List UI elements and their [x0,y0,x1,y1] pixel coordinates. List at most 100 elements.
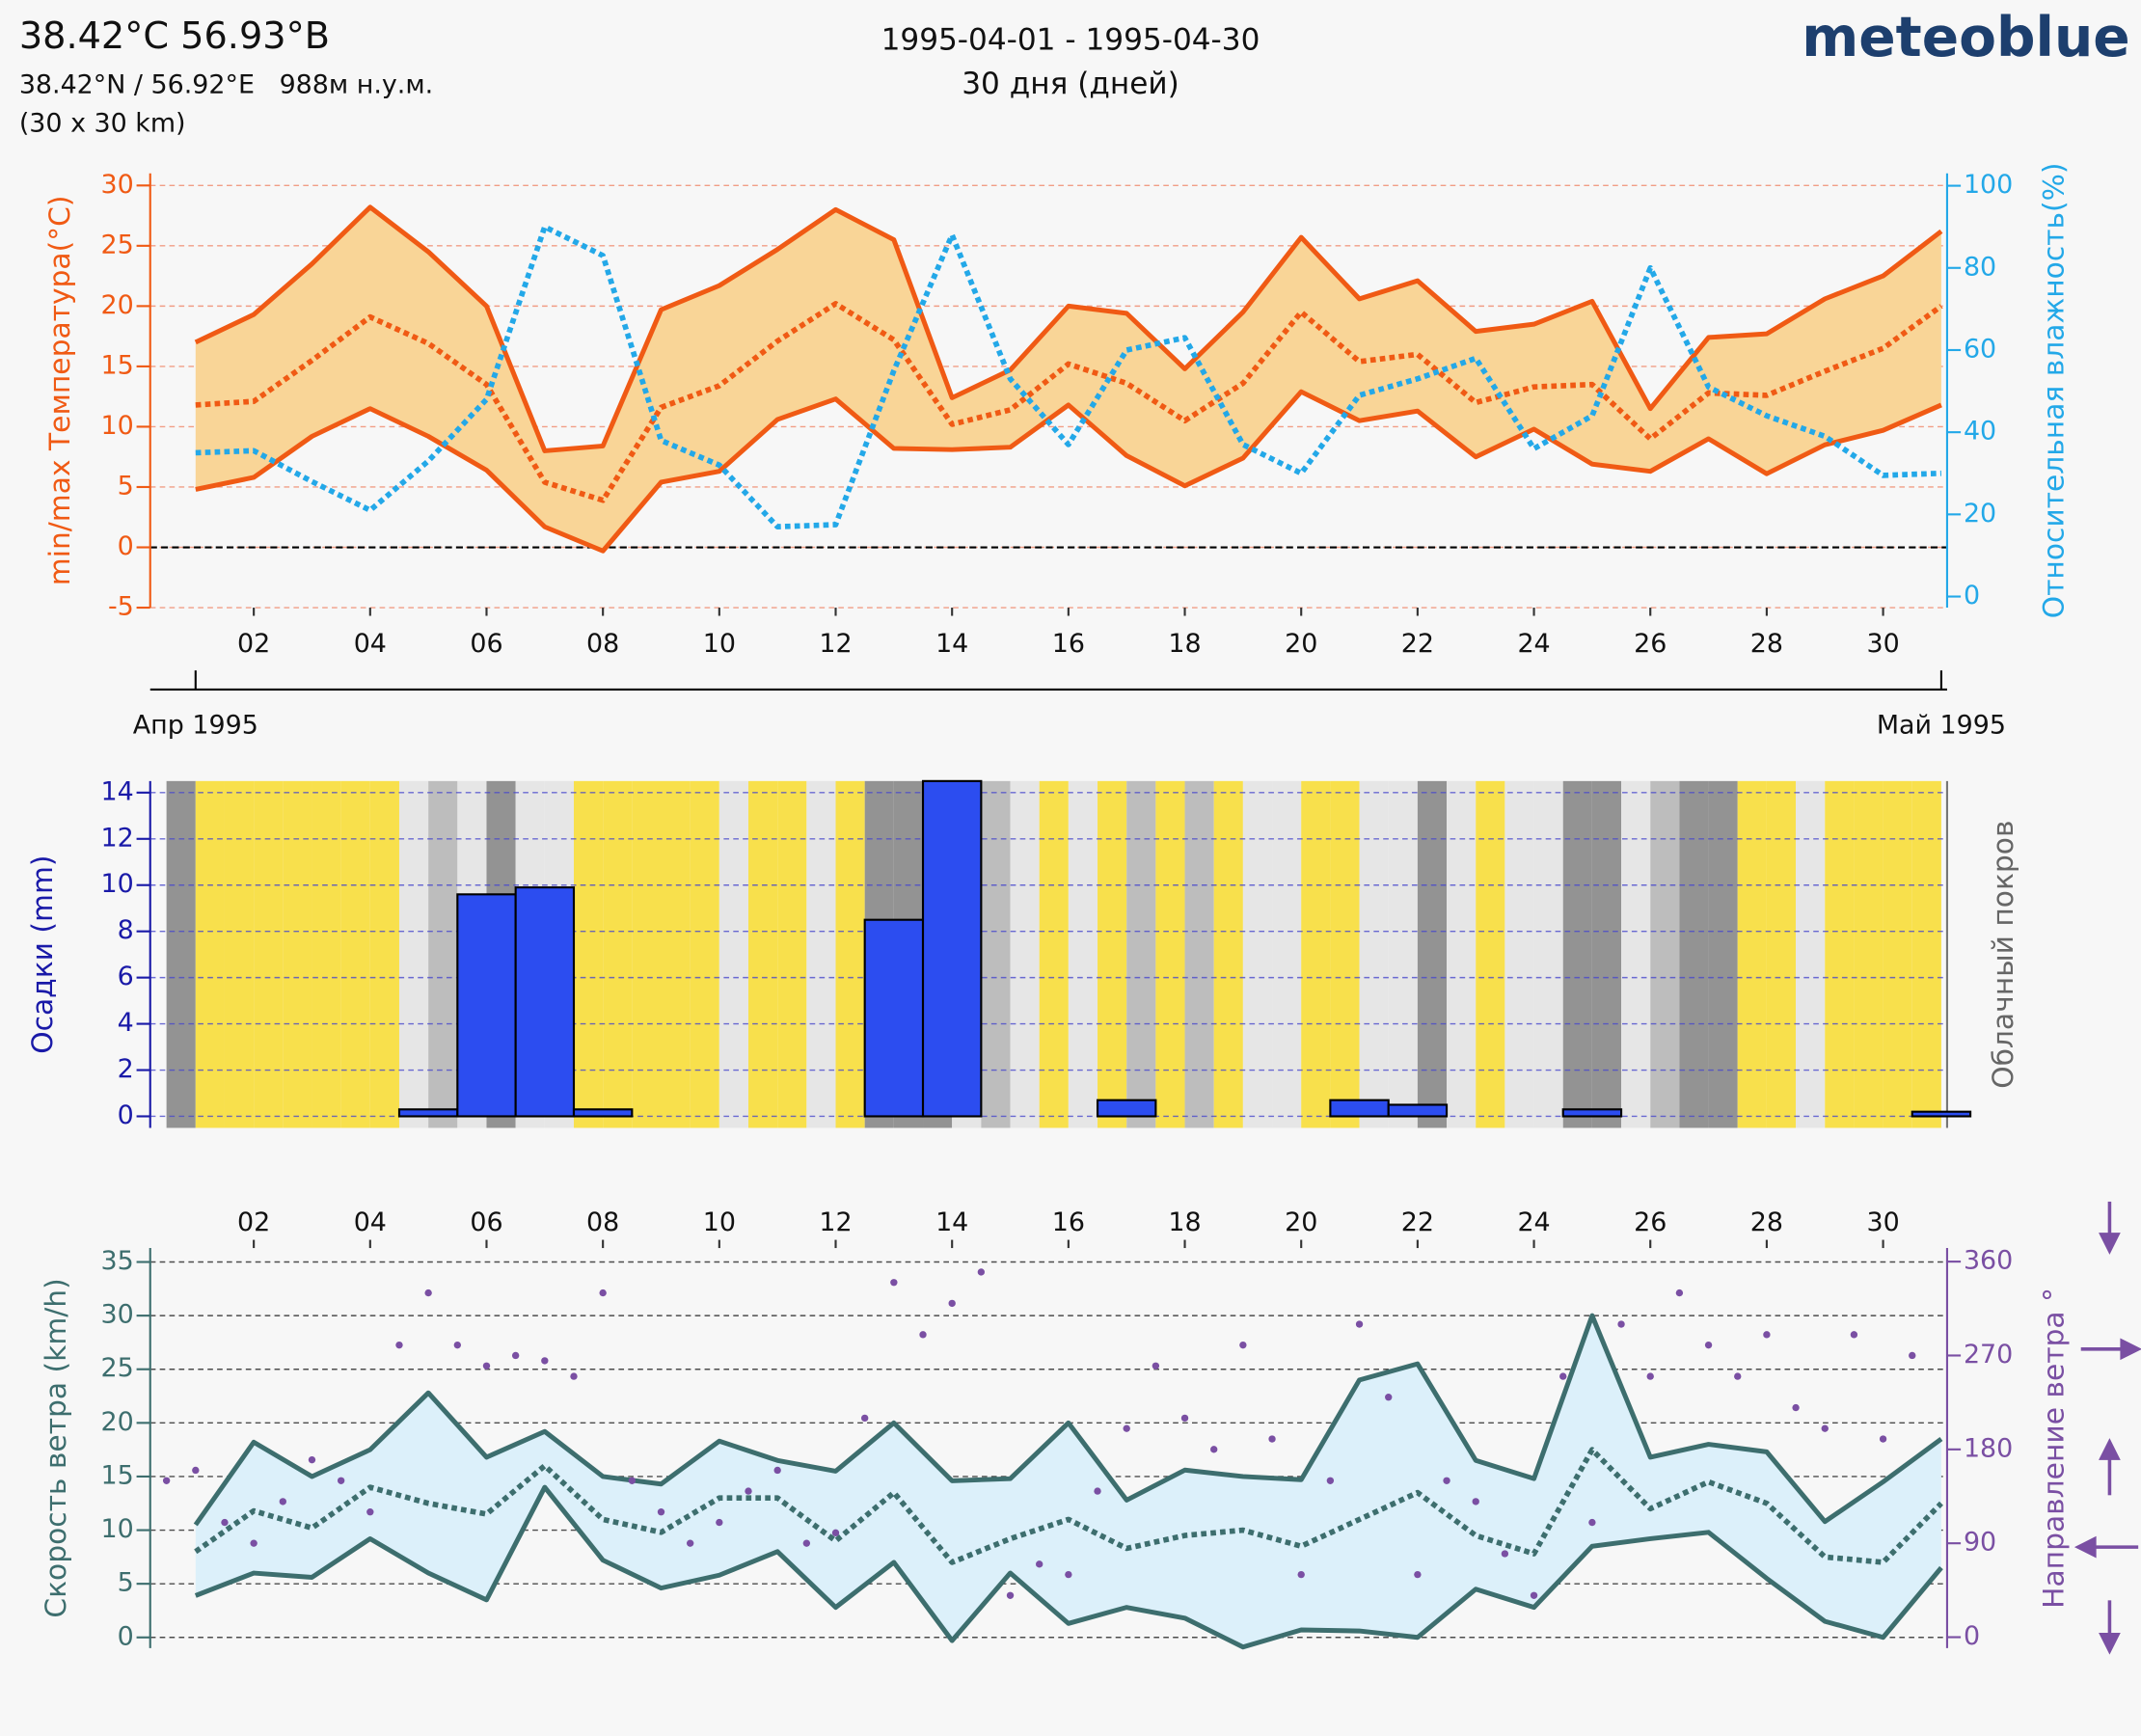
x-tick-label: 12 [819,629,852,659]
line [195,389,1942,554]
days: 30 дня (дней) [962,67,1179,101]
cloud-cover-strip [1825,780,1855,1128]
cloud-cover-strip [1533,780,1563,1128]
x-tick-label: 16 [1052,629,1085,659]
wind-direction-point [366,1508,374,1516]
y2-tick-label: 20 [1964,499,1996,529]
precip-bar [572,1108,634,1118]
y-tick-label: 0 [118,1100,134,1130]
wind-direction-point [395,1341,403,1349]
month-label: Май 1995 [1877,711,2006,741]
wind-direction-point [1355,1320,1364,1328]
dotted-line [194,1447,1943,1565]
y-tick-label: 14 [101,776,134,806]
arrowhead [2120,1338,2141,1361]
wind-direction-point [1414,1570,1422,1579]
y2-tick-label: 0 [1964,1621,1980,1651]
x-tick-label: 20 [1285,629,1317,659]
wind-direction-point [1036,1560,1043,1568]
wind-direction-point [250,1539,257,1547]
precip-bar [397,1108,459,1118]
wind-direction-point [1734,1372,1742,1380]
x-tick-label: 04 [354,629,387,659]
y-tick-label: -5 [108,592,134,622]
cloud-cover-strip [1650,780,1680,1128]
cloud-cover-strip [1591,780,1622,1128]
x-tick-label: 22 [1401,1207,1434,1237]
y-tick-label: 10 [101,1514,134,1544]
wind-direction-point [221,1518,229,1527]
x-tick-label: 06 [470,1207,502,1237]
cloud-cover-strip [1039,780,1069,1128]
wind-direction-point [1297,1570,1305,1579]
y-tick-label: 20 [101,1407,134,1437]
precip-bar [863,918,925,1118]
dotted-line [195,224,1942,529]
cloud-cover-strip [1911,780,1941,1128]
wind-direction-point [1909,1351,1916,1360]
cloud-cover-strip [1359,780,1389,1128]
wind-direction-point [948,1299,956,1308]
x-tick-label: 30 [1866,629,1899,659]
y-tick-label: 25 [101,230,134,259]
y2-tick-label: 60 [1964,334,1996,364]
cloud-cover-strip [428,780,458,1128]
cloud-cover-strip [1098,780,1127,1128]
wind-direction-point [1675,1288,1684,1297]
cloud-cover-strip [1184,780,1214,1128]
x-tick-label: 12 [819,1207,852,1237]
y2-tick-label: 360 [1964,1246,2013,1276]
y2-axis-label: Направление ветра ° [2037,1288,2071,1609]
wind-direction-point [1152,1362,1160,1370]
arrowhead [2099,1233,2121,1255]
cloud-cover-strip [690,780,719,1128]
cloud-cover-strip [166,780,196,1128]
y2-tick-label: 0 [1964,581,1980,610]
cloud-cover-strip [1272,780,1302,1128]
wind-direction-point [657,1508,665,1516]
wind-direction-point [686,1539,694,1547]
x-tick-label: 08 [586,1207,619,1237]
cloud-cover-strip [1766,780,1797,1128]
cloud-cover-strip [1476,780,1505,1128]
wind-direction-point [1180,1414,1189,1423]
wind-direction-point [745,1487,752,1495]
x-tick-label: 30 [1866,1207,1899,1237]
cloud-cover-strip [398,780,429,1128]
x-tick-label: 04 [354,1207,387,1237]
wind-direction-point [890,1279,898,1287]
y-axis-label: Осадки (mm) [26,855,60,1054]
y2-tick-label: 90 [1964,1528,1996,1558]
x-tick-label: 20 [1285,1207,1317,1237]
cloud-cover-strip [1010,780,1040,1128]
cloud-cover-strip [1068,780,1098,1128]
cloud-cover-strip [573,780,604,1128]
x-tick-label: 14 [935,1207,968,1237]
wind-direction-point [1094,1487,1101,1495]
wind-direction-point [1763,1331,1771,1339]
y-tick-label: 10 [101,869,134,899]
y-axis-label: min/max Температура(°C) [43,196,77,586]
y-tick-label: 15 [101,350,134,380]
coordinates: 38.42°N / 56.92°E 988м н.у.м. [19,70,433,100]
wind-direction-point [424,1288,432,1297]
precip-bar [921,779,983,1118]
precip-bar [1096,1099,1157,1118]
y-tick-label: 15 [101,1460,134,1490]
y-tick-label: 5 [118,1568,134,1598]
wind-direction-point [570,1372,578,1380]
cloud-cover-strip [1796,780,1826,1128]
wind-direction-point [1879,1435,1887,1443]
wind-direction-point [541,1357,549,1365]
wind-direction-point [279,1498,286,1505]
cloud-cover-strip [603,780,633,1128]
wind-direction-point [511,1351,520,1360]
cloud-cover-strip [1330,780,1360,1128]
cloud-cover-strip [254,780,284,1128]
cloud-cover-strip [312,780,341,1128]
y-tick-label: 0 [118,1621,134,1651]
x-tick-label: 28 [1750,629,1783,659]
cloud-cover-strip [1388,780,1418,1128]
cloud-cover-strip [981,780,1011,1128]
